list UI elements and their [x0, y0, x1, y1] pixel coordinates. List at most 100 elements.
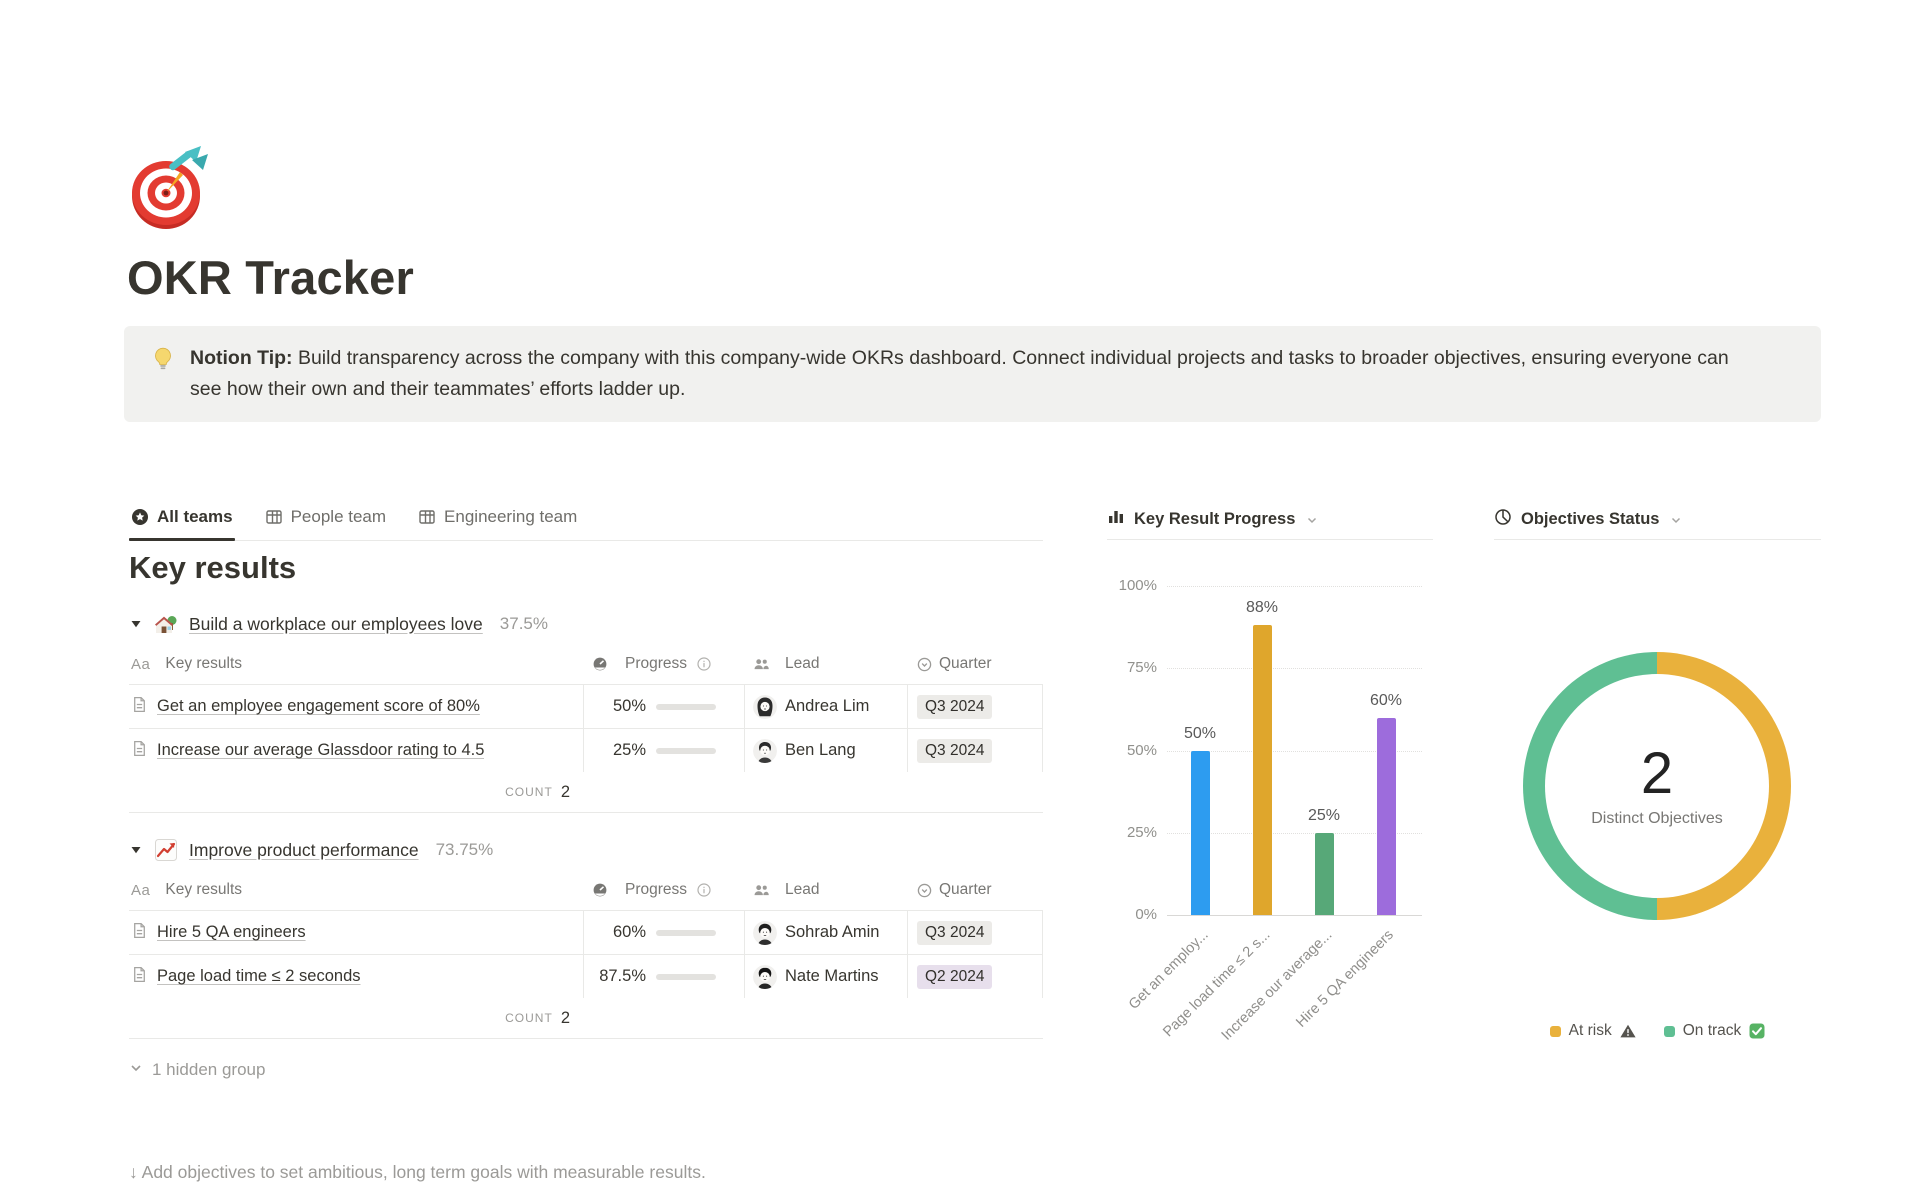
y-tick-label: 25%	[1126, 823, 1157, 841]
column-header-quarter[interactable]: Quarter	[908, 655, 1043, 673]
progress-bar	[656, 973, 716, 980]
row-title-link[interactable]: Page load time ≤ 2 seconds	[157, 967, 361, 985]
tab-engineering-team[interactable]: Engineering team	[416, 501, 579, 540]
page-icon	[131, 740, 149, 762]
legend-item-on-track[interactable]: On track	[1663, 1022, 1766, 1040]
y-tick-label: 0%	[1135, 906, 1157, 923]
cell-progress[interactable]: 25%	[584, 729, 745, 772]
tab-all-teams[interactable]: All teams	[129, 501, 235, 541]
warning-icon	[1620, 1024, 1636, 1038]
lightbulb-icon	[150, 346, 176, 372]
callout-text: Notion Tip: Build transparency across th…	[190, 343, 1761, 405]
group-title-link[interactable]: Improve product performance	[189, 839, 419, 860]
table-header: Aa Key results Progress Lead Quarter	[129, 644, 1043, 684]
group-header: Improve product performance 73.75%	[129, 830, 1043, 870]
progress-percent: 87.5%	[599, 967, 646, 985]
column-header-progress[interactable]: Progress	[584, 655, 745, 673]
gridline	[1167, 586, 1422, 587]
lead-name: Andrea Lim	[785, 697, 870, 715]
group-percent: 73.75%	[435, 840, 494, 859]
cell-name: Page load time ≤ 2 seconds	[129, 955, 584, 998]
toggle-icon[interactable]	[129, 617, 143, 631]
bar	[1314, 832, 1334, 915]
chart-panel-header[interactable]: Key Result Progress	[1107, 500, 1433, 540]
cell-lead[interactable]: Andrea Lim	[745, 685, 908, 728]
info-icon[interactable]	[697, 883, 711, 897]
chart-title: Objectives Status	[1521, 510, 1660, 528]
column-label: Key results	[165, 655, 243, 672]
count-row[interactable]: COUNT 2	[129, 998, 570, 1038]
bar-chart-icon	[1107, 508, 1125, 531]
quarter-badge[interactable]: Q3 2024	[917, 920, 993, 945]
avatar	[753, 738, 777, 763]
cell-progress[interactable]: 87.5%	[584, 955, 745, 998]
count-value: 2	[560, 782, 570, 801]
progress-rollup-icon	[592, 656, 608, 672]
avatar	[753, 694, 777, 719]
row-title-link[interactable]: Hire 5 QA engineers	[157, 923, 306, 941]
quarter-badge[interactable]: Q3 2024	[917, 694, 993, 719]
tab-label: Engineering team	[444, 506, 578, 526]
column-header-name[interactable]: Aa Key results	[129, 881, 584, 899]
lead-name: Sohrab Amin	[785, 923, 880, 941]
cell-lead[interactable]: Nate Martins	[745, 955, 908, 998]
hidden-group-toggle[interactable]: 1 hidden group	[129, 1060, 265, 1080]
chevron-down-icon[interactable]	[1306, 514, 1318, 526]
page-icon	[131, 922, 149, 944]
row-title-link[interactable]: Get an employee engagement score of 80%	[157, 697, 480, 715]
x-axis-labels: Get an employ... Page load time ≤ 2 s...…	[1126, 927, 1422, 1077]
bar-value-label: 25%	[1307, 806, 1341, 824]
bar-value-label: 60%	[1369, 691, 1403, 709]
legend-swatch	[1549, 1025, 1561, 1037]
column-label: Progress	[625, 881, 688, 898]
star-view-icon	[131, 508, 149, 526]
info-icon[interactable]	[697, 657, 711, 671]
column-header-progress[interactable]: Progress	[584, 881, 745, 899]
column-label: Progress	[625, 655, 688, 672]
column-header-lead[interactable]: Lead	[745, 881, 908, 899]
chevron-down-icon	[129, 1060, 143, 1080]
cell-lead[interactable]: Sohrab Amin	[745, 911, 908, 954]
quarter-badge[interactable]: Q2 2024	[917, 964, 993, 989]
page-icon	[131, 696, 149, 718]
cell-quarter: Q2 2024	[908, 955, 1043, 998]
chart-panel-header[interactable]: Objectives Status	[1494, 500, 1821, 540]
cell-progress[interactable]: 60%	[584, 911, 745, 954]
view-tabs: All teams People team Engineering team	[129, 501, 1043, 541]
group-header: Build a workplace our employees love 37.…	[129, 604, 1043, 644]
count-label: COUNT	[505, 785, 553, 799]
text-property-icon: Aa	[131, 881, 151, 899]
progress-bar	[656, 703, 716, 710]
people-icon	[753, 884, 770, 897]
text-property-icon: Aa	[131, 655, 151, 673]
column-header-quarter[interactable]: Quarter	[908, 881, 1043, 899]
column-header-lead[interactable]: Lead	[745, 655, 908, 673]
count-row[interactable]: COUNT 2	[129, 772, 570, 812]
column-label: Lead	[785, 881, 820, 898]
chart-increasing-icon	[154, 838, 178, 862]
tab-people-team[interactable]: People team	[263, 501, 388, 540]
cell-lead[interactable]: Ben Lang	[745, 729, 908, 772]
group-title-link[interactable]: Build a workplace our employees love	[189, 613, 483, 634]
quarter-badge[interactable]: Q3 2024	[917, 738, 993, 763]
progress-percent: 60%	[612, 923, 646, 941]
cell-name: Hire 5 QA engineers	[129, 911, 584, 954]
tab-label: All teams	[157, 506, 233, 526]
cell-quarter: Q3 2024	[908, 729, 1043, 772]
bar-chart-plot: 100% 75% 50% 25% 0% 50% 88% 25% 60%	[1119, 577, 1422, 923]
cell-name: Increase our average Glassdoor rating to…	[129, 729, 584, 772]
select-property-icon	[917, 883, 932, 898]
check-icon	[1749, 1023, 1765, 1039]
cell-progress[interactable]: 50%	[584, 685, 745, 728]
page-icon-target[interactable]	[122, 138, 222, 238]
section-heading: Key results	[129, 550, 297, 585]
pie-chart-icon	[1494, 508, 1512, 531]
column-header-name[interactable]: Aa Key results	[129, 655, 584, 673]
table-row: Hire 5 QA engineers 60% Sohrab Amin Q3 2…	[129, 910, 1043, 954]
chevron-down-icon[interactable]	[1670, 514, 1682, 526]
toggle-icon[interactable]	[129, 843, 143, 857]
column-label: Lead	[785, 655, 820, 672]
row-title-link[interactable]: Increase our average Glassdoor rating to…	[157, 741, 485, 759]
legend-item-at-risk[interactable]: At risk	[1549, 1022, 1636, 1040]
